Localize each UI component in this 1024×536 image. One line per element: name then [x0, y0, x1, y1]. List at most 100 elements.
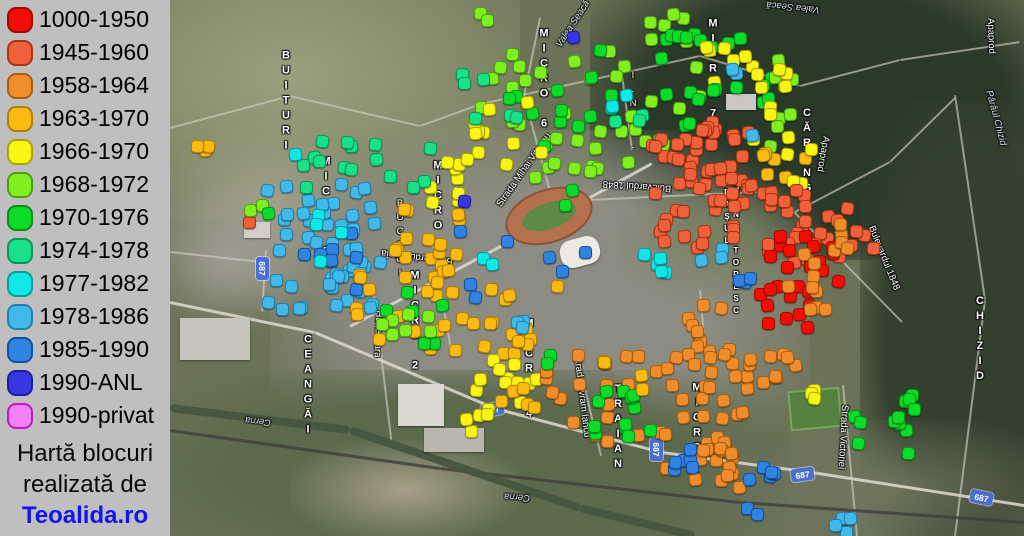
block-marker[interactable] — [715, 411, 730, 427]
teoalida-link[interactable]: Teoalida.ro — [21, 502, 149, 529]
block-marker[interactable] — [516, 381, 531, 396]
block-marker[interactable] — [457, 76, 471, 91]
block-marker[interactable] — [423, 140, 438, 156]
block-marker[interactable] — [688, 472, 703, 487]
block-marker[interactable] — [807, 256, 821, 270]
block-marker[interactable] — [544, 384, 560, 400]
block-marker[interactable] — [726, 230, 741, 245]
block-marker[interactable] — [269, 273, 284, 288]
block-marker[interactable] — [476, 339, 492, 355]
block-marker[interactable] — [750, 507, 765, 522]
block-marker[interactable] — [669, 350, 684, 366]
block-marker[interactable] — [782, 279, 796, 294]
block-marker[interactable] — [750, 67, 765, 82]
block-marker[interactable] — [609, 114, 623, 129]
block-marker[interactable] — [398, 323, 413, 338]
block-marker[interactable] — [468, 126, 482, 141]
block-marker[interactable] — [363, 200, 378, 215]
block-marker[interactable] — [440, 155, 456, 170]
block-marker[interactable] — [571, 119, 586, 134]
block-marker[interactable] — [300, 180, 314, 194]
block-marker[interactable] — [631, 349, 646, 364]
block-marker[interactable] — [384, 169, 398, 183]
block-marker[interactable] — [583, 164, 598, 178]
block-marker[interactable] — [720, 469, 735, 483]
block-marker[interactable] — [295, 205, 311, 221]
block-marker[interactable] — [463, 277, 477, 291]
block-marker[interactable] — [584, 70, 599, 86]
block-marker[interactable] — [465, 425, 479, 439]
block-marker[interactable] — [734, 405, 750, 420]
block-marker[interactable] — [705, 137, 719, 151]
block-marker[interactable] — [676, 392, 690, 406]
block-marker[interactable] — [593, 43, 608, 58]
block-marker[interactable] — [692, 180, 707, 196]
block-marker[interactable] — [761, 168, 775, 182]
block-marker[interactable] — [833, 217, 847, 232]
block-marker[interactable] — [773, 229, 789, 244]
block-marker[interactable] — [314, 134, 330, 149]
block-marker[interactable] — [633, 367, 649, 383]
block-marker[interactable] — [772, 62, 787, 77]
block-marker[interactable] — [567, 54, 582, 70]
block-marker[interactable] — [420, 232, 436, 247]
block-marker[interactable] — [499, 156, 514, 172]
block-marker[interactable] — [506, 136, 521, 151]
block-marker[interactable] — [839, 201, 855, 216]
block-marker[interactable] — [554, 104, 568, 118]
block-marker[interactable] — [534, 145, 549, 160]
block-marker[interactable] — [400, 286, 415, 300]
block-marker[interactable] — [533, 66, 548, 80]
block-marker[interactable] — [804, 143, 819, 157]
block-marker[interactable] — [853, 415, 868, 430]
block-marker[interactable] — [280, 227, 294, 241]
block-marker[interactable] — [780, 146, 795, 162]
block-marker[interactable] — [340, 135, 355, 150]
block-marker[interactable] — [799, 320, 815, 335]
block-marker[interactable] — [334, 225, 348, 240]
block-marker[interactable] — [362, 282, 377, 297]
block-marker[interactable] — [261, 295, 276, 310]
block-marker[interactable] — [468, 111, 483, 126]
block-marker[interactable] — [578, 245, 592, 259]
block-marker[interactable] — [742, 472, 757, 487]
block-marker[interactable] — [597, 355, 612, 369]
block-marker[interactable] — [276, 302, 290, 316]
block-marker[interactable] — [243, 203, 257, 217]
block-marker[interactable] — [520, 94, 535, 110]
block-marker[interactable] — [696, 410, 710, 424]
block-marker[interactable] — [635, 382, 650, 397]
block-marker[interactable] — [644, 94, 659, 109]
block-marker[interactable] — [738, 49, 753, 64]
block-marker[interactable] — [349, 282, 364, 297]
block-marker[interactable] — [547, 156, 562, 171]
block-marker[interactable] — [632, 113, 647, 128]
block-marker[interactable] — [668, 455, 683, 470]
block-marker[interactable] — [456, 193, 472, 209]
block-marker[interactable] — [309, 217, 324, 232]
block-marker[interactable] — [619, 88, 634, 103]
block-marker[interactable] — [780, 311, 794, 326]
block-marker[interactable] — [570, 133, 585, 148]
block-marker[interactable] — [588, 142, 603, 156]
block-marker[interactable] — [459, 412, 474, 427]
block-marker[interactable] — [372, 332, 387, 347]
block-marker[interactable] — [784, 107, 798, 122]
block-marker[interactable] — [725, 62, 740, 77]
block-marker[interactable] — [760, 298, 776, 313]
block-marker[interactable] — [425, 195, 440, 210]
block-marker[interactable] — [727, 132, 742, 147]
block-marker[interactable] — [777, 195, 791, 209]
block-marker[interactable] — [656, 234, 672, 250]
block-marker[interactable] — [733, 31, 748, 46]
block-marker[interactable] — [363, 300, 378, 316]
block-marker[interactable] — [367, 216, 382, 231]
block-marker[interactable] — [345, 208, 360, 223]
block-marker[interactable] — [682, 116, 696, 130]
block-marker[interactable] — [260, 205, 276, 221]
block-marker[interactable] — [495, 394, 509, 408]
block-marker[interactable] — [621, 428, 636, 444]
block-marker[interactable] — [717, 347, 732, 362]
block-marker[interactable] — [754, 81, 769, 95]
block-marker[interactable] — [621, 155, 636, 170]
